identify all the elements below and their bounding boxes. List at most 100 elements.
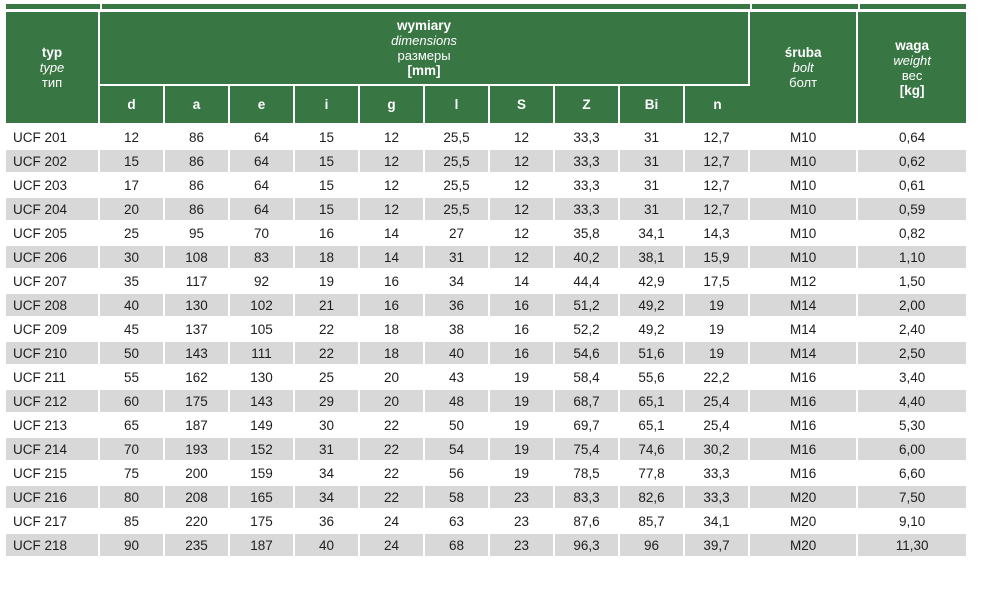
dimension-cell: 34,1 (685, 510, 751, 534)
dimension-cell: 51,2 (555, 294, 620, 318)
dimension-cell: 29 (295, 390, 360, 414)
dimension-cell: 40 (295, 534, 360, 558)
header-dimensions-group: wymiary dimensions размеры [mm] (100, 12, 751, 86)
bolt-cell: M20 (750, 510, 859, 534)
header-weight-en: weight (893, 52, 931, 68)
dimension-cell: 23 (490, 510, 555, 534)
dimension-cell: 117 (165, 270, 230, 294)
weight-cell: 0,82 (858, 222, 967, 246)
dimension-subheader-row: d a e i g l S Z Bi n (6, 86, 966, 126)
dimension-cell: 34 (425, 270, 490, 294)
dimension-cell: 68,7 (555, 390, 620, 414)
dimension-cell: 20 (360, 390, 425, 414)
dimension-cell: 12,7 (685, 198, 751, 222)
type-cell: UCF 215 (6, 462, 100, 486)
dimension-cell: 75,4 (555, 438, 620, 462)
dimension-cell: 30 (295, 414, 360, 438)
dimension-cell: 33,3 (555, 174, 620, 198)
dimension-cell: 105 (230, 318, 295, 342)
dimension-cell: 12 (360, 126, 425, 150)
dimension-cell: 30,2 (685, 438, 751, 462)
dimension-cell: 19 (685, 318, 751, 342)
dimension-cell: 33,3 (685, 486, 751, 510)
table-row: UCF 206 30 108 83 18 14 31 12 40,2 38,1 15,9 M10 1,1… (6, 246, 967, 270)
dimension-cell: 22 (360, 486, 425, 510)
dim-col-header-i: i (295, 86, 360, 126)
weight-cell: 0,64 (858, 126, 967, 150)
dimension-cell: 34 (295, 462, 360, 486)
bolt-cell: M16 (750, 390, 859, 414)
dimension-cell: 86 (165, 126, 230, 150)
dimension-cell: 22 (295, 318, 360, 342)
dimension-cell: 18 (295, 246, 360, 270)
table-row: UCF 211 55 162 130 25 20 43 19 58,4 55,6 22,2 M16 3,… (6, 366, 967, 390)
table-row: UCF 213 65 187 149 30 22 50 19 69,7 65,1 25,4 M16 5,… (6, 414, 967, 438)
dimension-cell: 15 (100, 150, 165, 174)
bolt-cell: M16 (750, 366, 859, 390)
dimension-cell: 49,2 (620, 294, 685, 318)
weight-cell: 1,50 (858, 270, 967, 294)
dimension-cell: 86 (165, 150, 230, 174)
bolt-cell: M10 (750, 126, 859, 150)
dimension-cell: 31 (620, 150, 685, 174)
table-row: UCF 209 45 137 105 22 18 38 16 52,2 49,2 19 M14 2,40 (6, 318, 967, 342)
header-dims-ru: размеры (397, 48, 451, 63)
bolt-cell: M20 (750, 534, 859, 558)
dimension-cell: 19 (490, 438, 555, 462)
dimension-cell: 159 (230, 462, 295, 486)
dimension-cell: 14 (360, 246, 425, 270)
dimension-cell: 14 (360, 222, 425, 246)
dimension-cell: 25 (295, 366, 360, 390)
type-cell: UCF 205 (6, 222, 100, 246)
dimension-cell: 12 (360, 150, 425, 174)
header-bolt-en: bolt (792, 60, 814, 75)
dimension-cell: 77,8 (620, 462, 685, 486)
table-row: UCF 208 40 130 102 21 16 36 16 51,2 49,2 19 M14 2,00 (6, 294, 967, 318)
dimension-cell: 90 (100, 534, 165, 558)
dimension-cell: 70 (100, 438, 165, 462)
dimension-cell: 175 (230, 510, 295, 534)
dimension-cell: 12 (360, 174, 425, 198)
dimension-cell: 25 (100, 222, 165, 246)
dimension-cell: 34,1 (620, 222, 685, 246)
dim-col-header-Z: Z (555, 86, 620, 126)
table-row: UCF 217 85 220 175 36 24 63 23 87,6 85,7 34,1 M20 9,… (6, 510, 967, 534)
dimension-cell: 23 (490, 486, 555, 510)
dimension-cell: 143 (165, 342, 230, 366)
dimension-cell: 86 (165, 198, 230, 222)
bolt-cell: M14 (750, 342, 859, 366)
dimension-cell: 38 (425, 318, 490, 342)
table-row: UCF 210 50 143 111 22 18 40 16 54,6 51,6 19 M14 2,50 (6, 342, 967, 366)
dim-col-header-a: a (165, 86, 230, 126)
dimension-cell: 50 (425, 414, 490, 438)
dimension-cell: 75 (100, 462, 165, 486)
dimension-cell: 19 (490, 366, 555, 390)
dimension-cell: 19 (490, 414, 555, 438)
bolt-cell: M16 (750, 414, 859, 438)
dimension-cell: 87,6 (555, 510, 620, 534)
dimension-cell: 15 (295, 126, 360, 150)
dimension-cell: 25,5 (425, 150, 490, 174)
dimension-cell: 137 (165, 318, 230, 342)
top-border-strip (860, 4, 966, 9)
dimension-cell: 19 (295, 270, 360, 294)
type-cell: UCF 217 (6, 510, 100, 534)
dimension-cell: 92 (230, 270, 295, 294)
dimension-cell: 63 (425, 510, 490, 534)
dimension-cell: 33,3 (555, 126, 620, 150)
dimension-cell: 33,3 (555, 150, 620, 174)
table-row: UCF 207 35 117 92 19 16 34 14 44,4 42,9 17,5 M12 1,5… (6, 270, 967, 294)
dimension-cell: 15,9 (685, 246, 751, 270)
bolt-cell: M10 (750, 198, 859, 222)
dimension-cell: 31 (425, 246, 490, 270)
dimension-cell: 80 (100, 486, 165, 510)
dimension-cell: 12 (490, 150, 555, 174)
dim-col-header-S: S (490, 86, 555, 126)
dimension-cell: 55,6 (620, 366, 685, 390)
dimension-cell: 20 (100, 198, 165, 222)
dim-col-header-e: e (230, 86, 295, 126)
weight-cell: 9,10 (858, 510, 967, 534)
top-border-strip (6, 4, 100, 9)
dim-col-header-l: l (425, 86, 490, 126)
